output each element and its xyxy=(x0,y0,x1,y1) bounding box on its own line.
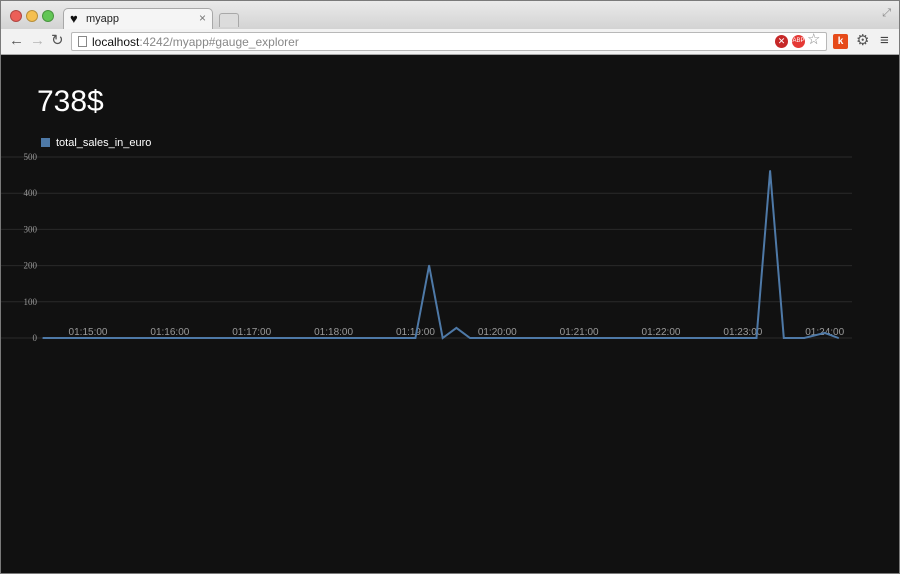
data-point xyxy=(469,337,471,339)
line-chart: 0 100 200 300 400 500 01:15:00 01:16:00 01:17:00… xyxy=(1,152,852,343)
data-point xyxy=(455,327,458,329)
y-tick-label: 200 xyxy=(24,261,38,271)
back-arrow-icon[interactable]: ← xyxy=(9,32,24,49)
total-value: 738$ xyxy=(37,85,104,118)
page-icon xyxy=(78,36,87,47)
address-bar[interactable]: localhost:4242/myapp#gauge_explorer xyxy=(71,32,827,51)
reload-icon[interactable]: ↻ xyxy=(51,32,64,49)
data-point xyxy=(782,337,785,339)
y-tick-label: 500 xyxy=(24,152,38,162)
data-point xyxy=(414,337,417,339)
x-tick-label: 01:21:00 xyxy=(560,327,599,338)
url-text: localhost:4242/myapp#gauge_explorer xyxy=(92,35,299,49)
series-line xyxy=(43,170,839,340)
extension-k-icon[interactable]: k xyxy=(833,34,848,49)
page-content: 738$ total_sales_in_euro 0 100 200 300 400 50… xyxy=(1,55,899,573)
data-point xyxy=(769,169,771,172)
close-window-button[interactable] xyxy=(10,10,22,22)
blocked-extension-icon[interactable]: ✕ xyxy=(775,35,788,48)
tab-title: myapp xyxy=(86,13,120,25)
data-point xyxy=(803,337,806,339)
data-point xyxy=(755,337,758,339)
legend-swatch[interactable] xyxy=(41,138,50,147)
menu-icon[interactable]: ≡ xyxy=(880,32,889,49)
x-tick-label: 01:22:00 xyxy=(642,327,681,338)
gear-icon[interactable]: ⚙ xyxy=(856,32,870,49)
title-bar: ♥ myapp × ⤢ xyxy=(1,1,899,30)
heart-icon: ♥ xyxy=(70,11,78,26)
forward-arrow-icon[interactable]: → xyxy=(30,32,45,49)
tab-myapp[interactable]: ♥ myapp × xyxy=(63,8,213,30)
x-tick-label: 01:20:00 xyxy=(478,327,517,338)
y-tick-label: 100 xyxy=(24,297,38,307)
bookmark-star-icon[interactable]: ☆ xyxy=(807,31,821,48)
data-point xyxy=(428,264,430,267)
minimize-window-button[interactable] xyxy=(26,10,38,22)
browser-toolbar: ← → ↻ localhost:4242/myapp#gauge_explore… xyxy=(1,29,899,55)
data-point xyxy=(823,332,826,334)
new-tab-button[interactable] xyxy=(219,13,239,27)
x-tick-label: 01:17:00 xyxy=(232,327,271,338)
legend-label[interactable]: total_sales_in_euro xyxy=(56,137,152,149)
x-tick-label: 01:15:00 xyxy=(69,327,108,338)
x-tick-label: 01:16:00 xyxy=(150,327,189,338)
adblock-icon[interactable]: ABP xyxy=(792,35,805,48)
data-point xyxy=(837,337,840,339)
tab-close-icon[interactable]: × xyxy=(198,11,206,25)
data-point xyxy=(42,337,44,339)
data-point xyxy=(441,337,444,339)
y-tick-label: 0 xyxy=(33,333,38,343)
y-tick-label: 300 xyxy=(24,224,38,234)
x-tick-label: 01:18:00 xyxy=(314,327,353,338)
fullscreen-icon[interactable]: ⤢ xyxy=(882,7,891,19)
y-tick-label: 400 xyxy=(24,188,38,198)
x-tick-label: 01:23:00 xyxy=(723,327,762,338)
maximize-window-button[interactable] xyxy=(42,10,54,22)
